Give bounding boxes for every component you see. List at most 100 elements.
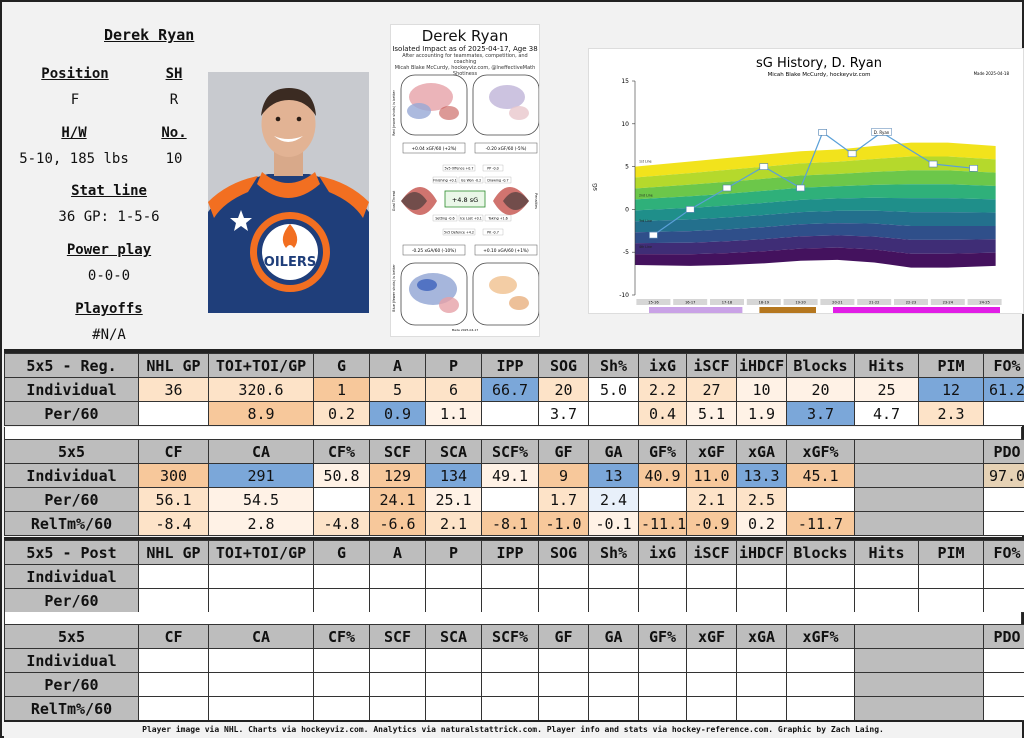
post-onice-cell [786, 696, 855, 721]
reg-onice-cell: 2.1 [686, 487, 737, 512]
shoots-block: SH R [154, 66, 194, 108]
reg-onice-header-cell: SCA [425, 439, 482, 464]
impact-note-3: Shotiness [452, 71, 478, 77]
reg-individual-cell: 4.7 [854, 401, 919, 426]
hw-label: H/W [61, 125, 87, 141]
reg-onice-header-cell: GA [588, 439, 639, 464]
reg-onice-cell [983, 511, 1024, 536]
reg-individual-header-cell: P [425, 353, 482, 378]
reg-onice-cell: 291 [208, 463, 314, 488]
height-weight-block: H/W 5-10, 185 lbs [14, 125, 134, 167]
sg-point [969, 165, 978, 172]
post-onice-cell [638, 648, 687, 673]
impact-box-7: Taking +1.6 [487, 217, 508, 221]
sg-point [685, 206, 695, 213]
sg-band [635, 184, 996, 211]
post-individual-cell [138, 564, 209, 589]
post-individual-cell [854, 564, 919, 589]
post-onice-header-cell: GA [588, 624, 639, 649]
post-individual-cell [425, 588, 482, 613]
credits-footer: Player image via NHL. Charts via hockeyv… [4, 720, 1022, 738]
post-individual-cell [425, 564, 482, 589]
post-onice-cell [588, 672, 639, 697]
reg-onice-cell: 2.1 [425, 511, 482, 536]
post-individual-header-cell: A [369, 540, 426, 565]
sg-point [759, 163, 769, 170]
reg-individual-cell: 27 [686, 377, 737, 402]
post-onice-row-label: Individual [4, 648, 139, 673]
post-onice-cell [138, 696, 209, 721]
post-individual-cell [638, 588, 687, 613]
reg-individual-cell: 36 [138, 377, 209, 402]
sg-ytick-label: 5 [625, 164, 629, 171]
post-onice-cell [538, 672, 589, 697]
reg-onice-cell: -11.1 [638, 511, 687, 536]
shoots-label: SH [165, 66, 183, 82]
sg-season-label: 20-21 [832, 301, 842, 305]
post-individual-cell [918, 588, 984, 613]
reg-individual-header-cell: PIM [918, 353, 984, 378]
sg-band-label: 1st Line [639, 159, 652, 163]
sg-band [635, 170, 996, 200]
reg-individual-cell: 0.9 [369, 401, 426, 426]
sg-ytick-label: 10 [621, 121, 629, 128]
number-block: No. 10 [152, 125, 196, 167]
sg-season-label: 16-17 [685, 301, 695, 305]
post-onice-cell [538, 696, 589, 721]
reg-onice-row: Per/60 56.1 54.5 24.1 25.1 1.7 2.4 2.1 2.5 [4, 487, 1024, 512]
reg-onice-header-cell: xGF% [786, 439, 855, 464]
sg-team-segment [759, 307, 816, 313]
post-individual-cell [313, 588, 370, 613]
reg-onice-header-cell [854, 439, 984, 464]
post-onice-cell [138, 672, 209, 697]
post-individual-header-cell: SOG [538, 540, 589, 565]
post-individual-header-cell: FO% [983, 540, 1024, 565]
post-individual-cell [686, 564, 737, 589]
sg-band [635, 197, 996, 222]
reg-individual-cell: 3.7 [786, 401, 855, 426]
sg-season-box [967, 299, 1002, 305]
post-onice-cell [786, 648, 855, 673]
reg-onice-cell: 25.1 [425, 487, 482, 512]
position-block: Position F [36, 66, 114, 108]
reg-onice-cell: -11.7 [786, 511, 855, 536]
reg-individual-cell: 0.4 [638, 401, 687, 426]
impact-axis-right: Penalties [534, 193, 538, 209]
post-onice-header-cell: SCF% [481, 624, 539, 649]
post-individual-row-label: Individual [4, 564, 139, 589]
sg-team-segment [833, 307, 1000, 313]
reg-individual-cell [481, 401, 539, 426]
post-individual-cell [983, 588, 1024, 613]
player-photo: OILERS [208, 72, 369, 313]
post-onice-cell [425, 648, 482, 673]
sg-band [635, 156, 996, 189]
reg-onice-cell: 24.1 [369, 487, 426, 512]
impact-graphic: +0.04 xGF/60 (+2%) -0.20 xGF/60 (-5%) +4… [392, 74, 539, 332]
reg-onice-header-cell: GF% [638, 439, 687, 464]
post-individual-cell [736, 588, 787, 613]
post-onice-cell [638, 672, 687, 697]
post-individual-header-row: 5x5 - Post NHL GP TOI+TOI/GP G A P IPP SOG Sh% ix… [4, 540, 1024, 565]
reg-individual-cell: 20 [538, 377, 589, 402]
post-onice-cell [208, 672, 314, 697]
post-onice-cell [369, 696, 426, 721]
reg-onice-cell [481, 487, 539, 512]
post-onice-row: RelTm%/60 [4, 696, 1024, 721]
post-onice-cell [425, 672, 482, 697]
reg-individual-header-cell: iHDCF [736, 353, 787, 378]
impact-bottom-right: +0.10 xGA/60 (+1%) [483, 248, 529, 254]
reg-onice-cell: 50.8 [313, 463, 370, 488]
post-onice-cell [208, 648, 314, 673]
post-onice-cell [983, 648, 1024, 673]
post-onice-header-row: 5x5 CF CA CF% SCF SCA SCF% GF GA GF% xGF xGA xGF% PDO [4, 624, 1024, 649]
reg-individual-cell: 12 [918, 377, 984, 402]
position-value: F [70, 92, 80, 108]
post-onice-header-cell: GF [538, 624, 589, 649]
reg-individual-cell: 5 [369, 377, 426, 402]
post-individual-header-cell: Hits [854, 540, 919, 565]
post-individual-cell [588, 564, 639, 589]
reg-individual-cell: 66.7 [481, 377, 539, 402]
post-onice-header-cell [854, 624, 984, 649]
post-individual-cell [208, 564, 314, 589]
player-illustration: OILERS [208, 72, 369, 313]
